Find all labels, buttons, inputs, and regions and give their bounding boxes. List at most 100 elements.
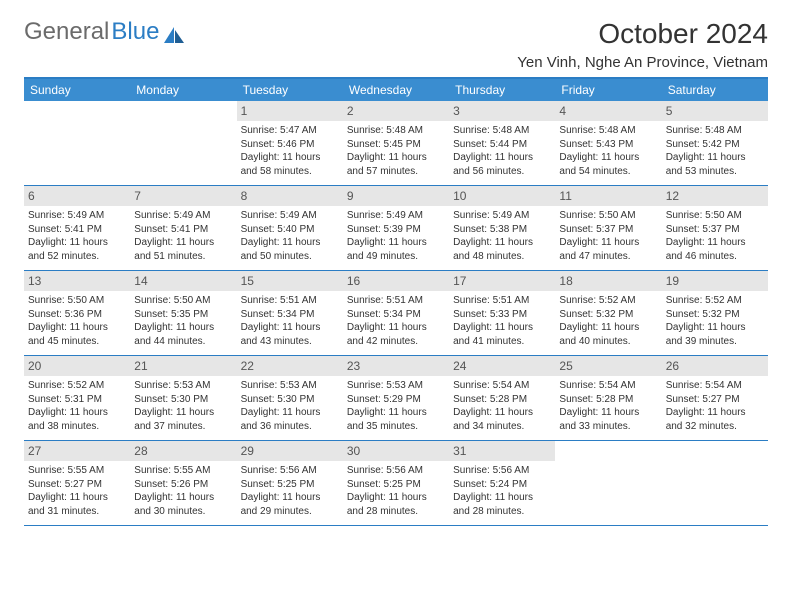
sunset-text: Sunset: 5:27 PM [666,393,764,407]
daylight-text: Daylight: 11 hours and 46 minutes. [666,236,764,263]
day-number: 9 [343,186,449,206]
sunrise-text: Sunrise: 5:53 AM [241,379,339,393]
day-number: 25 [555,356,661,376]
sunset-text: Sunset: 5:31 PM [28,393,126,407]
sunrise-text: Sunrise: 5:49 AM [28,209,126,223]
day-cell: 12Sunrise: 5:50 AMSunset: 5:37 PMDayligh… [662,186,768,270]
day-cell: 15Sunrise: 5:51 AMSunset: 5:34 PMDayligh… [237,271,343,355]
sunset-text: Sunset: 5:35 PM [134,308,232,322]
daylight-text: Daylight: 11 hours and 43 minutes. [241,321,339,348]
sunset-text: Sunset: 5:38 PM [453,223,551,237]
sunset-text: Sunset: 5:45 PM [347,138,445,152]
sunrise-text: Sunrise: 5:48 AM [453,124,551,138]
week-row: 13 Sunrise: 5:50 AM Sunset: 5:36 PM Dayligh… [24,271,768,356]
sunset-text: Sunset: 5:28 PM [453,393,551,407]
daylight-text: Daylight: 11 hours and 36 minutes. [241,406,339,433]
sunrise-text: Sunrise: 5:54 AM [559,379,657,393]
sunrise-text: Sunrise: 5:48 AM [666,124,764,138]
day-number: 31 [449,441,555,461]
daylight-text: Daylight: 11 hours and 58 minutes. [241,151,339,178]
sunset-text: Sunset: 5:40 PM [241,223,339,237]
sunset-text: Sunset: 5:46 PM [241,138,339,152]
daylight-text: Daylight: 11 hours and 54 minutes. [559,151,657,178]
sunrise-text: Sunrise: 5:48 AM [559,124,657,138]
sunrise-text: Sunrise: 5:55 AM [28,464,126,478]
sunrise-text: Sunrise: 5:51 AM [347,294,445,308]
day-cell: 31Sunrise: 5:56 AMSunset: 5:24 PMDayligh… [449,441,555,525]
daylight-text: Daylight: 11 hours and 30 minutes. [134,491,232,518]
day-number: 19 [662,271,768,291]
daylight-text: Daylight: 11 hours and 32 minutes. [666,406,764,433]
sunrise-text: Sunrise: 5:53 AM [347,379,445,393]
daylight-text: Daylight: 11 hours and 31 minutes. [28,491,126,518]
week-row: 1Sunrise: 5:47 AMSunset: 5:46 PMDaylight… [24,101,768,186]
day-cell: 3Sunrise: 5:48 AMSunset: 5:44 PMDaylight… [449,101,555,185]
sunset-text: Sunset: 5:29 PM [347,393,445,407]
daylight-text: Daylight: 11 hours and 39 minutes. [666,321,764,348]
sunset-text: Sunset: 5:44 PM [453,138,551,152]
daylight-text: Daylight: 11 hours and 28 minutes. [347,491,445,518]
daylight-text: Daylight: 11 hours and 47 minutes. [559,236,657,263]
daylight-text: Daylight: 11 hours and 37 minutes. [134,406,232,433]
day-number: 30 [343,441,449,461]
day-number: 8 [237,186,343,206]
sunrise-text: Sunrise: 5:52 AM [28,379,126,393]
daylight-text: Daylight: 11 hours and 42 minutes. [347,321,445,348]
day-number: 28 [130,441,236,461]
sunset-text: Sunset: 5:30 PM [241,393,339,407]
sunrise-text: Sunrise: 5:48 AM [347,124,445,138]
sail-icon [163,23,185,41]
sunset-text: Sunset: 5:30 PM [134,393,232,407]
day-number: 2 [343,101,449,121]
day-number: 14 [130,271,236,291]
day-cell: 18Sunrise: 5:52 AMSunset: 5:32 PMDayligh… [555,271,661,355]
day-cell: 5Sunrise: 5:48 AMSunset: 5:42 PMDaylight… [662,101,768,185]
sunrise-text: Sunrise: 5:56 AM [347,464,445,478]
daylight-text: Daylight: 11 hours and 51 minutes. [134,236,232,263]
day-number: 26 [662,356,768,376]
sunrise-text: Sunrise: 5:54 AM [666,379,764,393]
daylight-text: Daylight: 11 hours and 52 minutes. [28,236,126,263]
sunrise-text: Sunrise: 5:53 AM [134,379,232,393]
sunset-text: Sunset: 5:28 PM [559,393,657,407]
sunrise-text: Sunrise: 5:52 AM [666,294,764,308]
day-cell: 29Sunrise: 5:56 AMSunset: 5:25 PMDayligh… [237,441,343,525]
day-number: 23 [343,356,449,376]
daylight-text: Daylight: 11 hours and 28 minutes. [453,491,551,518]
sunset-text: Sunset: 5:41 PM [28,223,126,237]
day-cell [555,441,661,525]
sunrise-text: Sunrise: 5:50 AM [666,209,764,223]
daylight-text: Daylight: 11 hours and 57 minutes. [347,151,445,178]
daylight-text: Daylight: 11 hours and 38 minutes. [28,406,126,433]
daylight-text: Daylight: 11 hours and 29 minutes. [241,491,339,518]
day-number: 22 [237,356,343,376]
day-cell: 21 Sunrise: 5:53 AMSunset: 5:30 PMDayligh… [130,356,236,440]
day-number: 21 [130,356,236,376]
day-number: 13 [24,271,130,291]
daylight-text: Daylight: 11 hours and 33 minutes. [559,406,657,433]
day-cell: 28Sunrise: 5:55 AMSunset: 5:26 PMDayligh… [130,441,236,525]
day-number: 15 [237,271,343,291]
day-number: 5 [662,101,768,121]
sunrise-text: Sunrise: 5:52 AM [559,294,657,308]
month-title: October 2024 [517,18,768,50]
day-number: 11 [555,186,661,206]
day-number: 3 [449,101,555,121]
dayheader: Wednesday [343,79,449,101]
day-cell: 24Sunrise: 5:54 AMSunset: 5:28 PMDayligh… [449,356,555,440]
daylight-text: Daylight: 11 hours and 34 minutes. [453,406,551,433]
day-cell: 27Sunrise: 5:55 AMSunset: 5:27 PMDayligh… [24,441,130,525]
sunset-text: Sunset: 5:36 PM [28,308,126,322]
sunrise-text: Sunrise: 5:50 AM [134,294,232,308]
dayheader: Monday [130,79,236,101]
sunset-text: Sunset: 5:37 PM [559,223,657,237]
sunset-text: Sunset: 5:42 PM [666,138,764,152]
day-cell: 23Sunrise: 5:53 AMSunset: 5:29 PMDayligh… [343,356,449,440]
logo-text-blue: Blue [111,18,159,46]
day-cell: 30Sunrise: 5:56 AMSunset: 5:25 PMDayligh… [343,441,449,525]
sunrise-text: Sunrise: 5:56 AM [453,464,551,478]
sunrise-text: Sunrise: 5:47 AM [241,124,339,138]
day-number: 24 [449,356,555,376]
logo: GeneralBlue [24,18,185,46]
day-number: 6 [24,186,130,206]
